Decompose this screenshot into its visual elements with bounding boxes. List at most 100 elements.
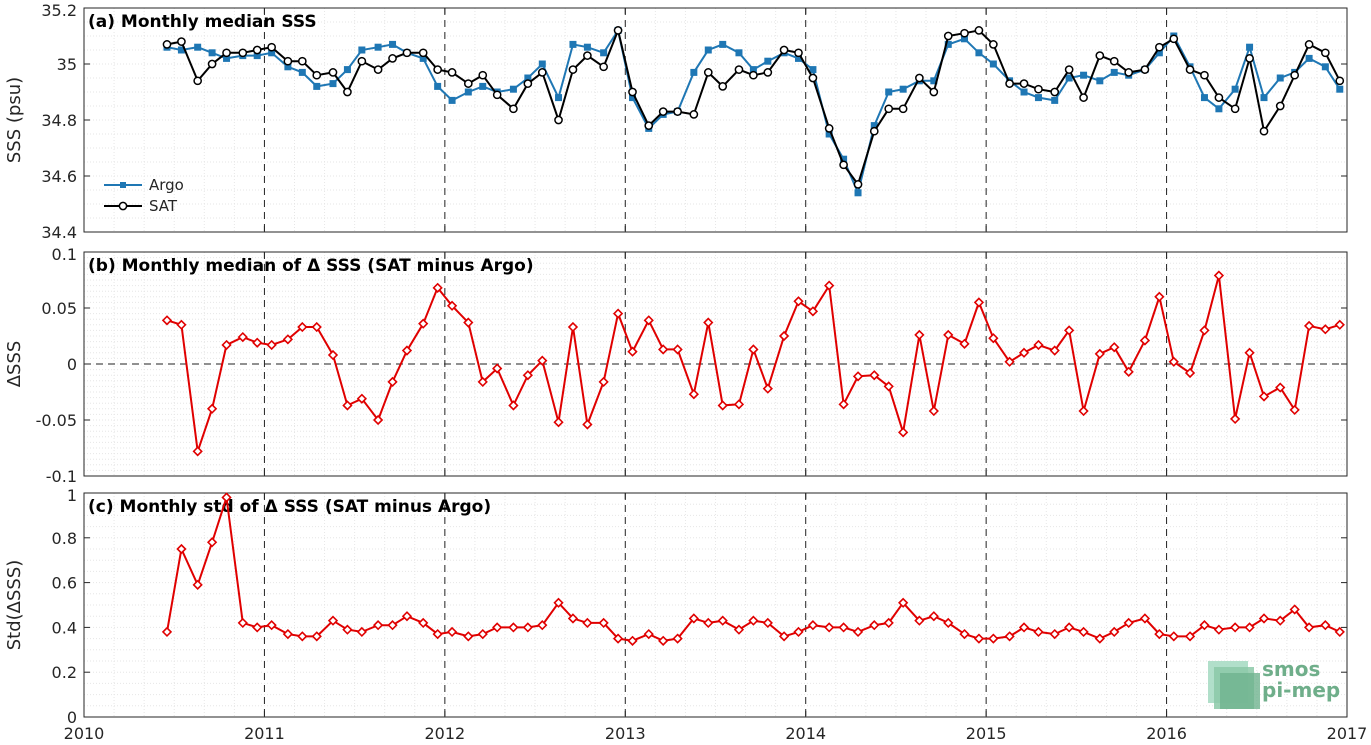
data-point [598, 617, 609, 629]
data-point [898, 104, 908, 114]
data-point [1049, 628, 1060, 640]
x-tick-label: 2012 [424, 724, 465, 743]
data-point [237, 617, 248, 629]
y-tick-label: 1 [67, 486, 77, 505]
data-point [989, 60, 997, 68]
legend-label: Argo [149, 176, 184, 194]
data-point [522, 370, 533, 381]
data-point [1336, 85, 1344, 93]
data-point [809, 66, 817, 74]
data-point [989, 40, 998, 49]
data-point [463, 317, 474, 328]
data-point [733, 399, 745, 410]
data-point [206, 403, 218, 414]
data-point [343, 87, 352, 97]
data-point [824, 124, 834, 133]
data-point [463, 79, 473, 88]
data-point [1154, 291, 1165, 302]
data-point [311, 321, 322, 333]
data-point [1305, 54, 1313, 62]
data-point [389, 40, 397, 48]
data-point [176, 319, 187, 330]
data-point [1258, 391, 1270, 402]
data-point [311, 631, 322, 642]
data-point [509, 85, 517, 93]
data-point [492, 90, 502, 100]
data-point [869, 126, 879, 136]
data-point [447, 68, 457, 77]
data-point [717, 400, 728, 411]
data-point [583, 43, 591, 51]
data-point [1169, 34, 1179, 44]
data-point [342, 400, 353, 411]
data-point [1320, 620, 1331, 631]
data-point [418, 617, 429, 629]
panel-title: (c) Monthly std of Δ SSS (SAT minus Argo… [88, 497, 491, 517]
data-point [266, 339, 277, 351]
y-tick-label: -0.1 [46, 467, 77, 486]
data-point [824, 280, 835, 291]
x-tick-label: 2017 [1327, 724, 1368, 743]
data-point [749, 70, 758, 80]
logo-line2: pi-mep [1262, 678, 1340, 702]
data-point [387, 620, 398, 631]
data-point [492, 622, 503, 633]
data-point [1064, 325, 1075, 336]
data-point [1289, 404, 1300, 416]
data-point [1154, 628, 1165, 640]
data-point [1096, 77, 1104, 85]
y-tick-label: 35 [57, 55, 77, 74]
data-point [883, 381, 894, 392]
data-point [1303, 320, 1315, 332]
data-point [388, 54, 397, 63]
data-point [1050, 87, 1060, 97]
data-point [1078, 405, 1089, 417]
data-point [1065, 74, 1073, 82]
y-tick-label: 0 [67, 708, 77, 727]
data-point [853, 180, 863, 189]
data-point [508, 400, 519, 411]
data-point [554, 115, 563, 125]
data-point [1155, 42, 1164, 52]
data-point [402, 48, 412, 58]
minor-grid [84, 8, 1347, 232]
data-point [839, 160, 848, 170]
data-point [418, 48, 428, 58]
data-point [689, 110, 699, 119]
data-point [1244, 622, 1255, 633]
data-point [943, 617, 954, 629]
y-tick-label: 34.4 [41, 223, 77, 242]
y-tick-label: 0.4 [52, 618, 77, 637]
data-point [1275, 615, 1286, 626]
data-point [434, 82, 442, 90]
data-point [1290, 70, 1300, 80]
data-point [733, 624, 745, 635]
x-tick-label: 2010 [64, 724, 105, 743]
data-point [282, 334, 294, 345]
data-point [793, 626, 804, 638]
y-axis-label: ΔSSS [4, 341, 25, 388]
data-point [1303, 622, 1315, 633]
data-point [644, 121, 654, 130]
data-point [763, 68, 773, 77]
y-tick-label: 0.8 [52, 529, 77, 548]
data-point [852, 626, 864, 638]
data-point [1215, 105, 1223, 113]
data-point [1244, 347, 1255, 358]
data-point [478, 70, 488, 80]
data-point [567, 321, 579, 333]
data-point [899, 85, 907, 93]
data-point [928, 405, 939, 417]
data-point [1168, 631, 1179, 642]
data-point [509, 104, 518, 114]
data-point [266, 620, 277, 631]
data-point [658, 344, 669, 355]
data-point [193, 76, 203, 86]
data-point [748, 615, 759, 626]
data-point [898, 427, 909, 438]
data-point [222, 48, 231, 58]
data-point [448, 96, 456, 104]
data-point [914, 615, 925, 626]
data-point [297, 56, 307, 66]
